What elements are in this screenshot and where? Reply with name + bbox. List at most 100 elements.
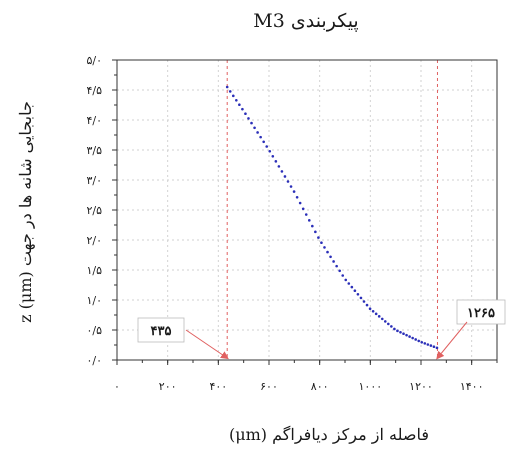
- data-point: [387, 322, 390, 326]
- data-point: [295, 195, 299, 199]
- x-tick-label: ۰: [114, 380, 120, 393]
- data-point: [235, 98, 238, 102]
- data-point: [268, 149, 272, 153]
- data-point: [259, 135, 262, 139]
- callout-label: ۴۳۵: [151, 324, 172, 339]
- y-tick-label: ۴/۵: [86, 84, 102, 97]
- y-tick-label: ۱/۵: [86, 264, 102, 277]
- data-point: [317, 236, 320, 239]
- data-series: [225, 85, 439, 350]
- data-point: [402, 332, 405, 336]
- data-point: [341, 274, 345, 277]
- data-point: [408, 335, 411, 338]
- grid: [117, 60, 497, 360]
- chart-title: پیکربندی M3: [253, 10, 358, 32]
- data-point: [247, 117, 250, 120]
- callout-box: [456, 299, 506, 325]
- data-point: [432, 345, 436, 349]
- data-point: [356, 293, 360, 296]
- x-tick-label: ۸۰۰: [311, 380, 329, 393]
- data-point: [365, 303, 369, 307]
- data-point: [371, 310, 375, 313]
- callout-box: [137, 317, 185, 343]
- data-point: [429, 344, 433, 347]
- data-point: [344, 278, 348, 282]
- callout-arrow: [185, 329, 229, 360]
- y-tick-label: ۱/۰: [86, 294, 102, 307]
- data-point: [323, 246, 326, 249]
- data-point: [332, 260, 335, 263]
- data-point: [359, 296, 363, 300]
- data-point: [396, 329, 399, 333]
- y-tick-label: ۲/۵: [86, 204, 102, 217]
- data-point: [241, 107, 244, 111]
- data-point: [353, 289, 357, 293]
- data-point: [250, 121, 253, 125]
- y-tick-label: ۵/۰: [86, 54, 102, 67]
- x-tick-label: ۱۰۰۰: [359, 380, 383, 393]
- data-point: [420, 340, 424, 344]
- data-point: [283, 175, 287, 178]
- data-point: [280, 170, 284, 173]
- y-tick-label: ۰/۰: [86, 354, 102, 367]
- reference-lines: [226, 60, 438, 360]
- data-point: [274, 160, 278, 163]
- data-point: [335, 264, 338, 268]
- data-point: [390, 325, 393, 328]
- ticks: ۰/۰ ۰/۵ ۱/۰ ۱/۵ ۲/۰ ۲/۵ ۳/۰ ۳/۵ ۴/۰ ۴/۵ ۵/۰ ۰ ۲۰۰ ۴۰۰…: [86, 54, 498, 393]
- y-axis-label: جابجایی شانه ها در جهت z (μm): [16, 101, 35, 323]
- x-tick-label: ۱۲۰۰: [409, 380, 433, 393]
- data-point: [320, 241, 323, 245]
- x-axis-label: فاصله از مرکز دیافراگم (μm): [229, 425, 429, 444]
- y-tick-label: ۰/۵: [86, 324, 102, 337]
- data-point: [383, 320, 387, 323]
- callouts: ۴۳۵ ۱۲۶۵: [137, 299, 506, 360]
- data-point: [435, 346, 439, 350]
- callout-arrow: [436, 321, 468, 360]
- x-tick-label: ۶۰۰: [260, 380, 278, 393]
- data-point: [271, 155, 275, 158]
- data-point: [238, 103, 241, 107]
- x-tick-label: ۲۰۰: [159, 380, 177, 393]
- data-point: [368, 307, 372, 311]
- data-point: [253, 126, 256, 130]
- data-point: [292, 190, 296, 193]
- data-point: [228, 90, 232, 93]
- data-point: [399, 330, 402, 334]
- callout-label: ۱۲۶۵: [467, 306, 495, 321]
- data-point: [277, 165, 281, 168]
- data-point: [417, 339, 421, 343]
- data-point: [289, 185, 293, 188]
- x-tick-label: ۱۴۰۰: [460, 380, 484, 393]
- data-point: [329, 255, 332, 259]
- data-point: [265, 145, 269, 148]
- data-point: [405, 333, 408, 337]
- data-point: [326, 250, 329, 254]
- data-point: [304, 213, 308, 216]
- data-point: [377, 315, 381, 318]
- y-tick-label: ۴/۰: [86, 114, 102, 127]
- data-point: [423, 342, 427, 345]
- data-point: [362, 300, 366, 303]
- data-point: [298, 201, 302, 205]
- data-point: [380, 317, 384, 321]
- data-point: [338, 269, 341, 273]
- title-box: [208, 5, 404, 35]
- data-point: [307, 219, 311, 222]
- data-point: [301, 207, 305, 211]
- data-point: [262, 140, 265, 144]
- data-point: [311, 224, 314, 228]
- y-tick-label: ۲/۰: [86, 234, 102, 247]
- data-point: [286, 180, 290, 183]
- data-point: [231, 94, 235, 98]
- data-point: [314, 230, 317, 234]
- data-point: [244, 112, 247, 116]
- y-tick-label: ۳/۰: [86, 174, 102, 187]
- data-point: [426, 343, 430, 346]
- data-point: [225, 85, 229, 89]
- data-point: [374, 312, 378, 316]
- data-point: [411, 336, 414, 340]
- data-point: [256, 131, 259, 134]
